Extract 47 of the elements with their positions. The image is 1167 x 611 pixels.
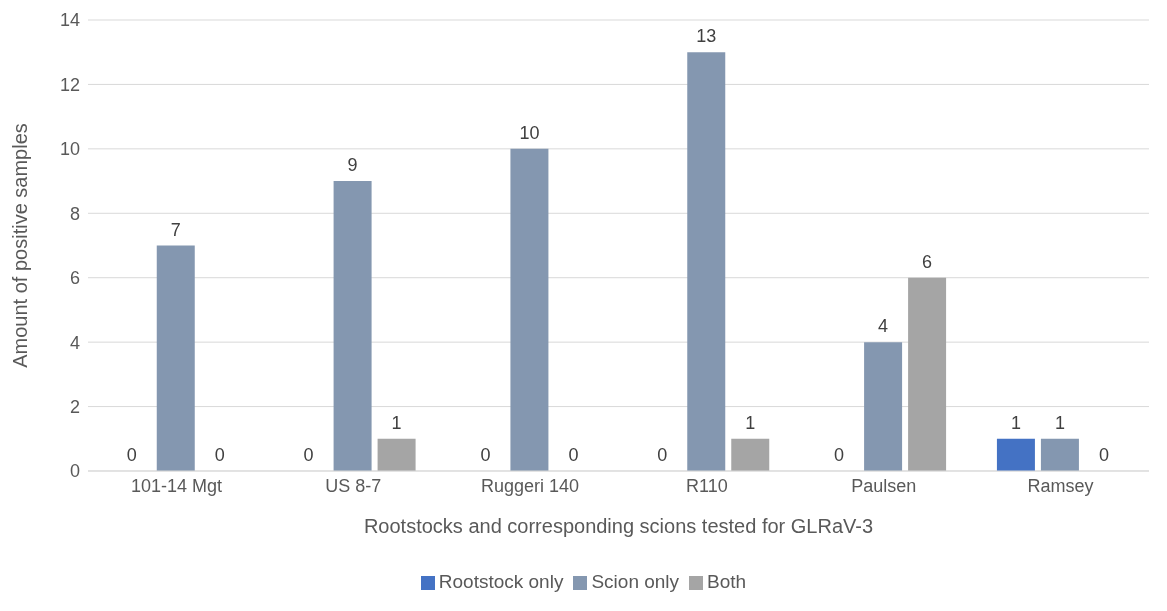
y-tick-label: 8 xyxy=(69,203,80,224)
bar xyxy=(1040,438,1079,471)
data-label: 10 xyxy=(519,122,540,143)
y-tick-label: 6 xyxy=(69,268,80,289)
data-label: 1 xyxy=(1054,412,1065,433)
x-tick-label: Paulsen xyxy=(851,475,917,496)
y-tick-label: 14 xyxy=(59,10,80,31)
bar xyxy=(864,342,903,471)
data-label: 0 xyxy=(657,444,668,465)
bar xyxy=(731,438,770,471)
data-label: 9 xyxy=(347,155,358,176)
x-tick-label: R110 xyxy=(686,475,728,496)
bar xyxy=(156,245,195,471)
y-tick-label: 10 xyxy=(59,139,80,160)
legend-label: Scion only xyxy=(591,571,680,592)
y-tick-label: 2 xyxy=(69,396,80,417)
x-tick-label: Ruggeri 140 xyxy=(481,475,580,496)
data-label: 7 xyxy=(170,219,181,240)
y-tick-label: 0 xyxy=(69,461,80,482)
x-axis-title: Rootstocks and corresponding scions tested for GLRaV-3 xyxy=(363,515,874,537)
data-label: 0 xyxy=(214,444,225,465)
bar xyxy=(333,181,372,471)
y-axis-title: Amount of positive samples xyxy=(9,123,32,368)
bar xyxy=(510,148,549,471)
bar xyxy=(908,277,947,471)
data-label: 0 xyxy=(834,444,845,465)
data-label: 0 xyxy=(480,444,491,465)
bar xyxy=(377,438,416,471)
legend-label: Both xyxy=(707,571,747,592)
data-label: 1 xyxy=(1010,412,1021,433)
bar xyxy=(996,438,1035,471)
data-label: 0 xyxy=(568,444,579,465)
legend-label: Rootstock only xyxy=(438,571,564,592)
y-tick-label: 4 xyxy=(69,332,80,353)
x-tick-label: US 8-7 xyxy=(325,475,382,496)
data-label: 0 xyxy=(126,444,137,465)
data-label: 1 xyxy=(391,412,402,433)
data-label: 1 xyxy=(745,412,756,433)
data-label: 13 xyxy=(696,26,717,47)
data-label: 0 xyxy=(303,444,314,465)
bar xyxy=(687,52,726,471)
data-label: 0 xyxy=(1098,444,1109,465)
x-tick-label: 101-14 Mgt xyxy=(130,475,222,496)
x-tick-label: Ramsey xyxy=(1027,475,1094,496)
y-tick-label: 12 xyxy=(59,74,80,95)
data-label: 6 xyxy=(922,251,933,272)
data-label: 4 xyxy=(878,316,889,337)
